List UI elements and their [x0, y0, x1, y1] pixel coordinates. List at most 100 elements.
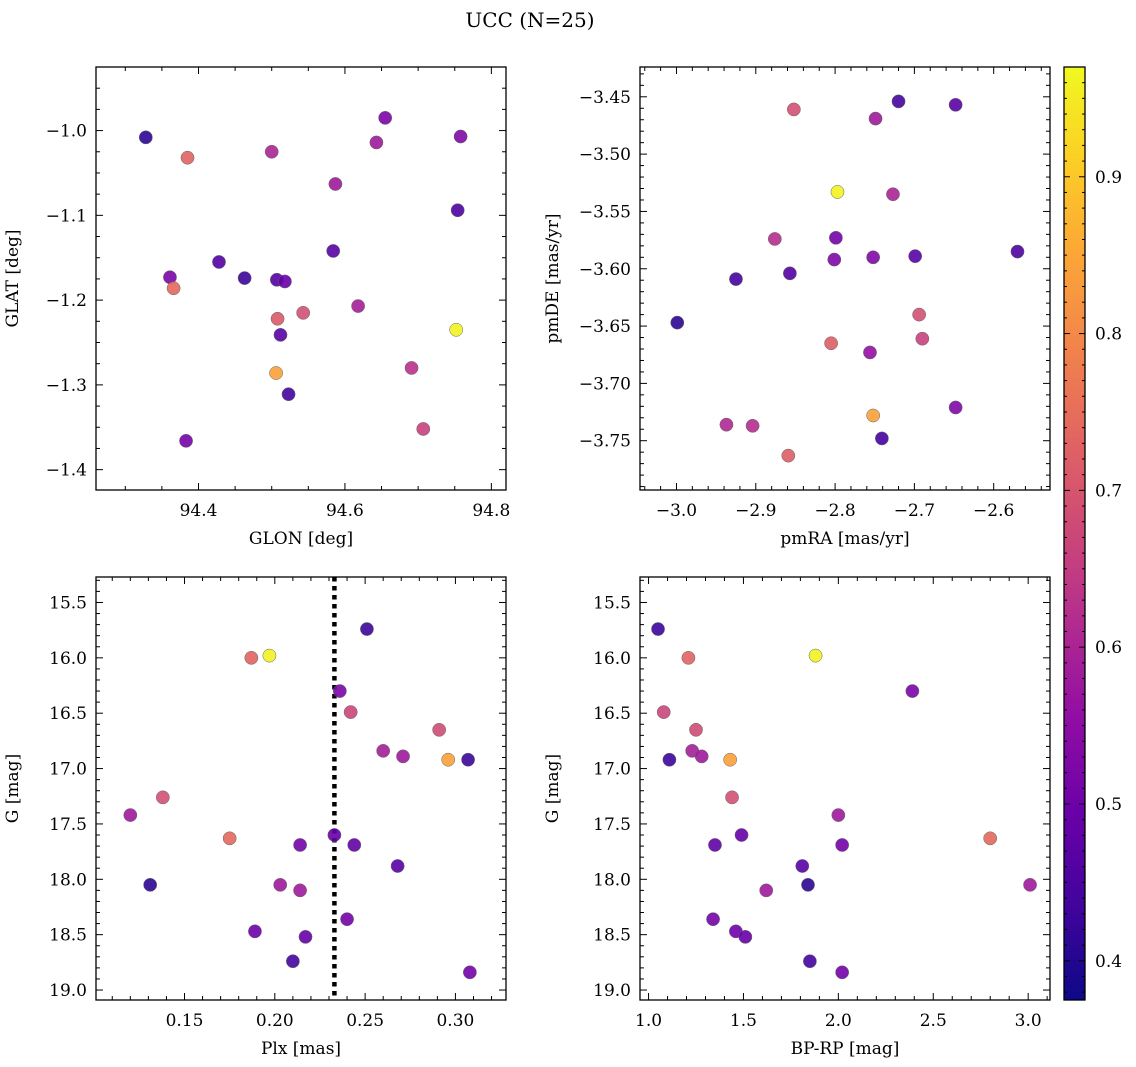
colorbar-tick-label: 0.5: [1095, 795, 1122, 815]
scatter-point: [143, 877, 158, 892]
scatter-point: [453, 129, 468, 144]
x-tick-label: 0.25: [346, 1011, 384, 1031]
scatter-point: [886, 187, 900, 202]
scatter-point: [404, 361, 419, 375]
y-tick-label: −3.70: [579, 374, 631, 394]
scatter-point: [269, 366, 283, 380]
y-tick-label: −3.45: [579, 88, 631, 108]
y-tick-label: 16.0: [593, 649, 631, 669]
y-tick-label: 19.0: [593, 981, 631, 1001]
axes-frame: [95, 576, 507, 1001]
y-tick-label: −1.3: [46, 376, 87, 396]
colorbar-tick-label: 0.8: [1095, 325, 1122, 345]
scatter-point: [244, 650, 259, 665]
scatter-point: [293, 838, 307, 852]
scatter-point: [1023, 877, 1037, 892]
scatter-point: [123, 808, 138, 822]
y-axis-label: G [mag]: [3, 754, 23, 823]
scatter-point: [273, 328, 288, 342]
x-axis-label: BP-RP [mag]: [791, 1039, 900, 1059]
axes-frame: [95, 66, 507, 491]
x-axis-label: pmRA [mas/yr]: [780, 529, 909, 549]
y-tick-label: 18.5: [593, 926, 631, 946]
scatter-point: [835, 838, 850, 852]
scatter-point: [376, 744, 391, 758]
y-tick-label: 19.0: [49, 981, 87, 1001]
scatter-point: [875, 431, 889, 446]
x-tick-label: 94.8: [472, 501, 510, 521]
scatter-point: [868, 111, 883, 126]
colorbar: 0.4 0.5 0.6 0.7 0.8 0.9: [1063, 66, 1122, 1001]
scatter-point: [983, 831, 998, 846]
ticks: [96, 577, 506, 1000]
y-tick-label: 17.5: [593, 815, 631, 835]
scatter-point: [829, 230, 843, 245]
x-tick-label: 3.0: [1015, 1011, 1042, 1031]
axes-frame: [639, 66, 1051, 491]
y-tick-label: 18.0: [593, 870, 631, 890]
y-tick-label: 16.0: [49, 649, 87, 669]
scatter-point: [179, 433, 193, 448]
scatter-point: [803, 954, 817, 969]
scatter-point: [795, 859, 810, 873]
colorbar-gradient: [1064, 67, 1085, 1000]
scatter-point: [915, 331, 930, 346]
scatter-point: [262, 648, 277, 663]
x-tick-label: 0.15: [166, 1011, 204, 1031]
scatter-point: [830, 185, 845, 199]
scatter-point: [866, 250, 881, 265]
scatter-point: [905, 684, 920, 698]
scatter-point: [270, 311, 285, 326]
scatter-point: [432, 722, 447, 737]
scatter-point: [745, 418, 760, 433]
scatter-point: [831, 808, 846, 822]
scatter-point: [948, 400, 963, 415]
scatter-point: [360, 622, 374, 636]
scatter-point: [891, 94, 906, 109]
x-tick-label: 1.5: [730, 1011, 757, 1031]
scatter-point: [273, 877, 288, 892]
colorbar-tick-label: 0.6: [1095, 638, 1122, 658]
panel-2: −3.0 −2.9 −2.8 −2.7 −2.6 −3.45 −3.50 −3.55 −3.60…: [543, 66, 1051, 549]
scatter-point: [783, 266, 797, 281]
panel-4: 1.0 1.5 2.0 2.5 3.0 15.5 16.0 16.5 17.0 17.5 18.0 1…: [543, 576, 1051, 1059]
figure-title: UCC (N=25): [465, 8, 594, 32]
x-tick-label: 2.0: [825, 1011, 852, 1031]
y-axis-label: pmDE [mas/yr]: [543, 213, 563, 343]
scatter-point: [948, 97, 963, 112]
scatter-point: [835, 965, 850, 980]
scatter-series: [670, 94, 1025, 463]
scatter-point: [347, 838, 362, 852]
axes-frame: [639, 576, 1051, 1001]
scatter-point: [248, 924, 262, 939]
y-tick-label: −3.60: [579, 260, 631, 280]
scatter-point: [298, 930, 313, 944]
scatter-point: [166, 281, 181, 296]
y-tick-label: 15.5: [49, 593, 87, 613]
scatter-point: [656, 705, 671, 719]
y-tick-label: 17.0: [49, 760, 87, 780]
scatter-point: [866, 408, 881, 423]
x-tick-label: 94.4: [180, 501, 218, 521]
scatter-point: [767, 232, 782, 246]
colorbar-tick-label: 0.4: [1095, 952, 1122, 972]
ticks: [96, 66, 506, 490]
scatter-point: [463, 965, 477, 980]
scatter-point: [908, 249, 923, 263]
scatter-point: [286, 954, 300, 969]
colorbar-tick-label: 0.7: [1095, 481, 1122, 501]
scatter-point: [662, 752, 677, 767]
scatter-point: [293, 883, 307, 898]
y-tick-label: −1.4: [46, 461, 87, 481]
panel-1: 94.4 94.6 94.8 −1.0 −1.1 −1.2 −1.3 −1.4 GLON [de…: [3, 66, 510, 549]
colorbar-frame: [1063, 66, 1086, 1001]
y-tick-label: −3.75: [579, 432, 631, 452]
x-tick-label: 1.0: [635, 1011, 662, 1031]
y-tick-label: 15.5: [593, 593, 631, 613]
scatter-point: [296, 305, 311, 320]
scatter-point: [340, 912, 354, 927]
scatter-point: [786, 102, 801, 117]
scatter-point: [824, 336, 838, 351]
x-tick-label: 0.30: [436, 1011, 474, 1031]
scatter-point: [827, 252, 842, 267]
